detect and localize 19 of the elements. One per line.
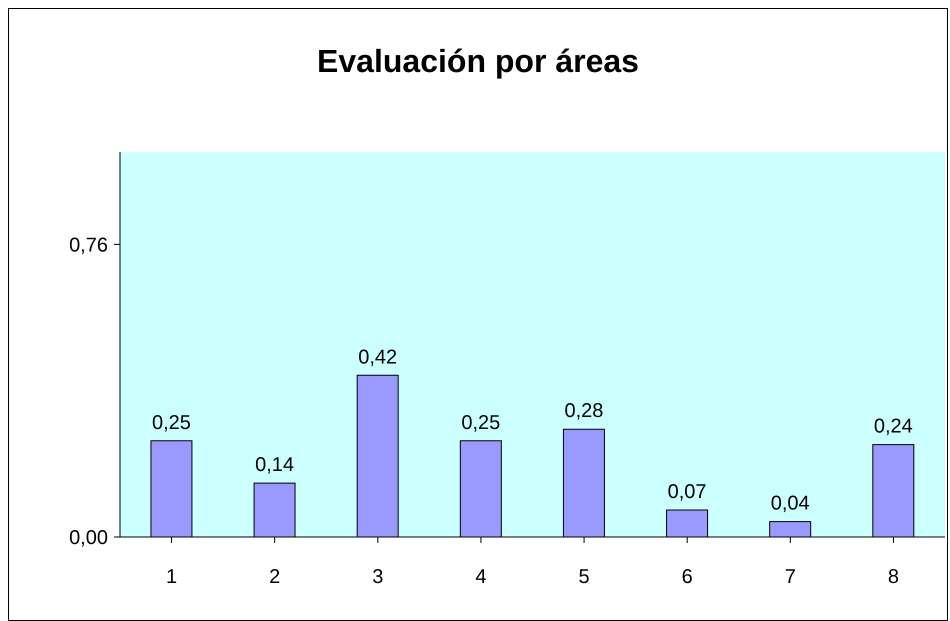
x-tick-label: 1 xyxy=(166,566,178,588)
x-tick-label: 8 xyxy=(888,566,899,588)
data-label: 0,07 xyxy=(668,481,707,504)
chart-title: Evaluación por áreas xyxy=(316,43,640,80)
data-label: 0,25 xyxy=(152,412,191,434)
data-label: 0,14 xyxy=(255,454,294,476)
y-tick-label: 0,76 xyxy=(69,234,108,256)
data-label: 0,25 xyxy=(461,412,500,434)
y-tick-label: 0,00 xyxy=(69,527,108,550)
x-tick-label: 7 xyxy=(784,566,796,588)
data-label: 0,04 xyxy=(770,492,810,515)
x-tick-label: 4 xyxy=(475,566,486,588)
data-label: 0,28 xyxy=(564,400,604,422)
x-tick-label: 6 xyxy=(682,566,693,588)
x-tick-label: 5 xyxy=(578,566,590,588)
data-label: 0,42 xyxy=(358,346,398,368)
x-tick-label: 3 xyxy=(372,566,384,588)
x-tick-label: 2 xyxy=(269,566,280,588)
data-label: 0,24 xyxy=(874,416,913,438)
